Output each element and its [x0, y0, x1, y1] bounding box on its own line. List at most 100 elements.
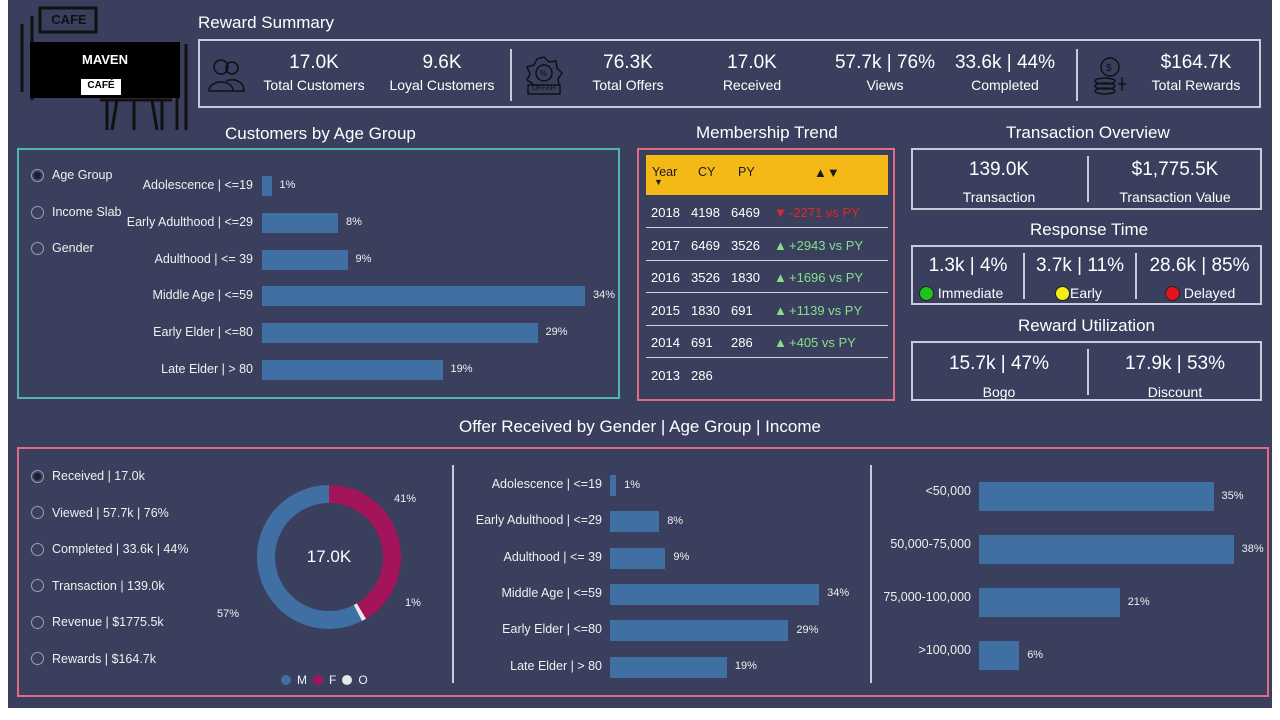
bar[interactable]	[610, 475, 617, 496]
bar-label: Early Elder | <=80	[153, 325, 253, 340]
bar[interactable]	[610, 620, 789, 642]
year-cell: 2013	[651, 368, 680, 383]
trend-up-icon: ▲	[774, 237, 787, 253]
radio-dot	[31, 205, 44, 219]
cy-cell: 1830	[691, 302, 720, 318]
response-delayed-value: 28.6k | 85%	[1149, 255, 1250, 276]
svg-text:%: %	[540, 69, 547, 78]
kpi-label: Total Customers	[263, 77, 365, 93]
bar[interactable]	[262, 249, 348, 270]
summary-divider	[1076, 49, 1078, 101]
bar-value-label: 6%	[1027, 648, 1044, 661]
bar[interactable]	[262, 286, 585, 307]
kpi-total-rewards: $164.7K Total Rewards	[1140, 41, 1252, 97]
bar[interactable]	[262, 212, 338, 233]
summary-title: Reward Summary	[198, 13, 335, 32]
bar-label: 50,000-75,000	[890, 537, 971, 551]
bar[interactable]	[610, 547, 666, 569]
header-trend: ▲▼	[814, 165, 840, 180]
box-divider	[1135, 253, 1137, 299]
bar[interactable]	[979, 641, 1020, 670]
box-divider	[1023, 253, 1025, 299]
bar-row: Early Elder | <=80 29%	[19, 323, 619, 344]
donut-slice-o[interactable]	[353, 603, 366, 621]
membership-row: 2016 3526 1830 ▲ +1696 vs PY	[646, 261, 888, 294]
bar-label: Late Elder | > 80	[510, 658, 602, 673]
bar[interactable]	[262, 360, 443, 380]
bar[interactable]	[610, 656, 727, 678]
bar[interactable]	[610, 583, 820, 605]
offer-radio[interactable]: Completed | 33.6k | 44%	[31, 542, 188, 556]
radio-dot	[31, 168, 44, 182]
kpi-value: 17.0K	[727, 52, 777, 73]
donut-svg: 41% 1% 57%	[217, 485, 421, 629]
radio-dot	[31, 615, 44, 629]
header-py: PY	[738, 165, 755, 179]
bar-label: Middle Age | <=59	[501, 585, 602, 600]
transaction-title: Transaction Overview	[1006, 123, 1170, 142]
response-label: Delayed	[1183, 285, 1236, 301]
bar[interactable]	[262, 323, 538, 344]
radio-gender[interactable]: Gender	[31, 241, 94, 255]
summary-divider	[510, 49, 512, 101]
offer-radio[interactable]: Viewed | 57.7k | 76%	[31, 506, 169, 520]
radio-label: Age Group	[52, 168, 113, 182]
bar[interactable]	[610, 511, 660, 533]
offer-radio[interactable]: Received | 17.0k	[31, 469, 145, 483]
bar-label: Early Adulthood | <=29	[475, 513, 602, 528]
bar-value-label: 1%	[624, 478, 641, 491]
reward-summary-panel: 17.0K Total Customers 9.6K Loyal Custome…	[198, 39, 1261, 108]
gender-donut-chart: 41% 1% 57% 17.0K	[217, 469, 439, 654]
donut-slice-m[interactable]	[257, 485, 362, 629]
dashboard: CAFE MAVEN CAFÉ Reward Summary 17.0K Tot…	[8, 0, 1272, 708]
customers-icon	[206, 55, 246, 100]
py-cell: 1830	[731, 270, 760, 286]
bar-label: Early Adulthood | <=29	[126, 214, 253, 229]
offer-radio[interactable]: Rewards | $164.7k	[31, 652, 156, 666]
radio-dot	[31, 469, 44, 483]
kpi-completed: 33.6k | 44% Completed	[946, 41, 1064, 97]
bar-value-label: 35%	[1221, 489, 1244, 502]
box-divider	[1087, 156, 1089, 202]
year-cell: 2014	[651, 335, 680, 351]
transaction-value-label: Transaction Value	[1119, 189, 1231, 205]
bar-row: 50,000-75,000 38%	[872, 535, 1267, 564]
radio-income-slab[interactable]: Income Slab	[31, 205, 121, 219]
bar[interactable]	[979, 588, 1120, 617]
header-year[interactable]: Year	[652, 165, 678, 179]
kpi-label: Total Rewards	[1151, 77, 1241, 93]
bar[interactable]	[262, 176, 272, 196]
age-panel-title: Customers by Age Group	[225, 124, 416, 143]
discount-label: Discount	[1147, 384, 1203, 400]
kpi-value: 76.3K	[603, 52, 653, 73]
reward-utilization-box: 15.7k | 47% Bogo 17.9k | 53% Discount	[911, 341, 1262, 401]
bar-label: Adolescence | <=19	[491, 477, 602, 491]
year-cell: 2016	[651, 270, 680, 286]
bar[interactable]	[979, 482, 1214, 511]
py-cell: 3526	[731, 237, 760, 253]
offer-title: Offer Received by Gender | Age Group | I…	[459, 417, 821, 436]
bar[interactable]	[979, 535, 1234, 564]
donut-slice-f[interactable]	[328, 485, 401, 619]
radio-label: Received | 17.0k	[52, 469, 145, 483]
kpi-value: 9.6K	[422, 52, 462, 73]
bar-value-label: 19%	[450, 363, 473, 375]
maven-cafe-logo: CAFE MAVEN CAFÉ	[12, 4, 190, 132]
radio-age-group[interactable]: Age Group	[31, 168, 112, 182]
radio-dot	[31, 241, 44, 255]
bar-row: Middle Age | <=59 34%	[19, 286, 619, 307]
header-cy: CY	[698, 165, 716, 179]
delta-cell: -2271 vs PY	[789, 205, 860, 220]
offer-radio[interactable]: Revenue | $1775.5k	[31, 615, 164, 629]
delta-cell: +1696 vs PY	[789, 270, 864, 286]
sort-desc-icon[interactable]: ▼	[654, 177, 663, 187]
offer-radio[interactable]: Transaction | 139.0k	[31, 579, 165, 593]
kpi-label: Views	[866, 77, 904, 93]
transaction-overview-box: 139.0K Transaction $1,775.5K Transaction…	[911, 148, 1262, 210]
legend-f-dot-icon	[313, 675, 323, 685]
bogo-value: 15.7k | 47%	[948, 353, 1049, 374]
bar-row: Early Adulthood | <=29 8%	[456, 511, 870, 533]
offer-age-bar-chart: Adolescence | <=19 1% Early Adulthood | <=…	[456, 449, 870, 695]
py-cell: 6469	[731, 205, 760, 220]
radio-label: Gender	[52, 241, 94, 255]
